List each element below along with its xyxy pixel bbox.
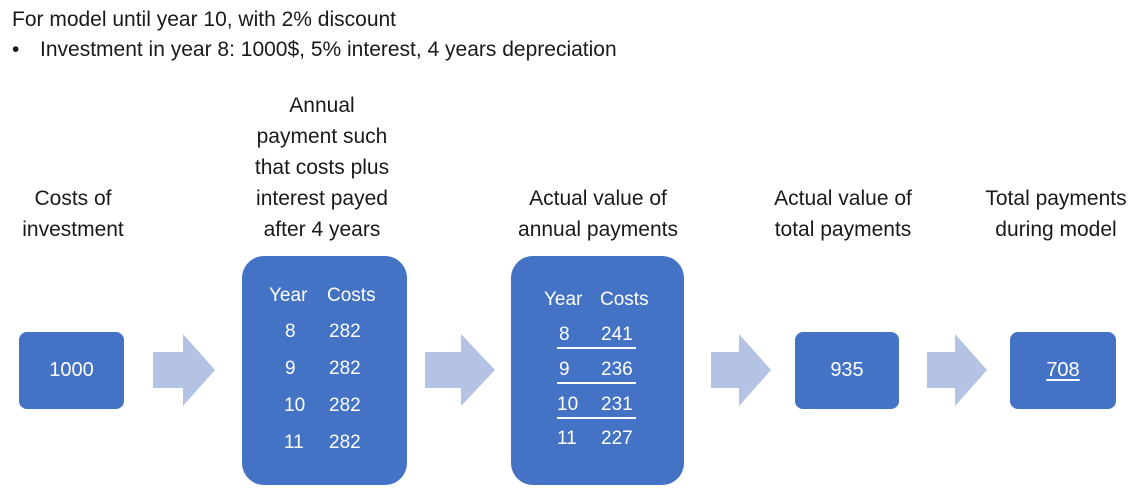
total-model-box: 708 — [1010, 332, 1116, 409]
annual-payment-label: Annual payment such that costs plus inte… — [254, 94, 390, 241]
costs-header: Costs — [600, 289, 649, 310]
table-row: 10 231 — [511, 390, 684, 420]
annual-payment-table: Year Costs 8 282 9 282 10 282 11 282 — [242, 256, 407, 485]
costs-label: Costs of investment — [22, 187, 124, 241]
table-row: 8 282 — [285, 321, 361, 342]
total-model-label: Total payments during model — [985, 187, 1127, 241]
table-row: 9 236 — [511, 355, 684, 385]
table-header-row: Year Costs — [242, 281, 407, 311]
year-header: Year — [269, 285, 308, 306]
table-row: 11 227 — [557, 428, 633, 449]
row-underline — [557, 382, 636, 384]
table-row: 8 241 — [511, 320, 684, 350]
diagram-heading: For model until year 10, with 2% discoun… — [12, 8, 397, 31]
row-underline — [557, 347, 636, 349]
bullet-icon: • — [12, 38, 20, 61]
total-model-value: 708 — [1046, 359, 1080, 381]
costs-box: 1000 — [19, 332, 124, 409]
actual-annual-label: Actual value of annual payments — [518, 187, 678, 241]
actual-total-box: 935 — [795, 332, 899, 409]
arrow-right-icon — [927, 334, 987, 406]
bullet-item: • Investment in year 8: 1000$, 5% interes… — [12, 36, 617, 64]
table-header-row: Year Costs — [511, 285, 684, 315]
row-underline — [557, 417, 636, 419]
arrow-right-icon — [425, 334, 495, 406]
year-header: Year — [544, 289, 583, 310]
table-row: 10 282 — [284, 395, 361, 416]
actual-total-label: Actual value of total payments — [774, 187, 912, 241]
table-row: 11 282 — [284, 432, 361, 453]
arrow-right-icon — [153, 334, 215, 406]
table-row: 9 282 — [285, 358, 361, 379]
costs-value: 1000 — [49, 359, 94, 381]
actual-total-value: 935 — [830, 359, 864, 381]
costs-header: Costs — [327, 285, 376, 306]
arrow-right-icon — [711, 334, 771, 406]
bullet-text: Investment in year 8: 1000$, 5% interest… — [40, 38, 617, 61]
actual-annual-table: Year Costs 8 241 9 236 10 231 11 227 — [511, 256, 684, 485]
